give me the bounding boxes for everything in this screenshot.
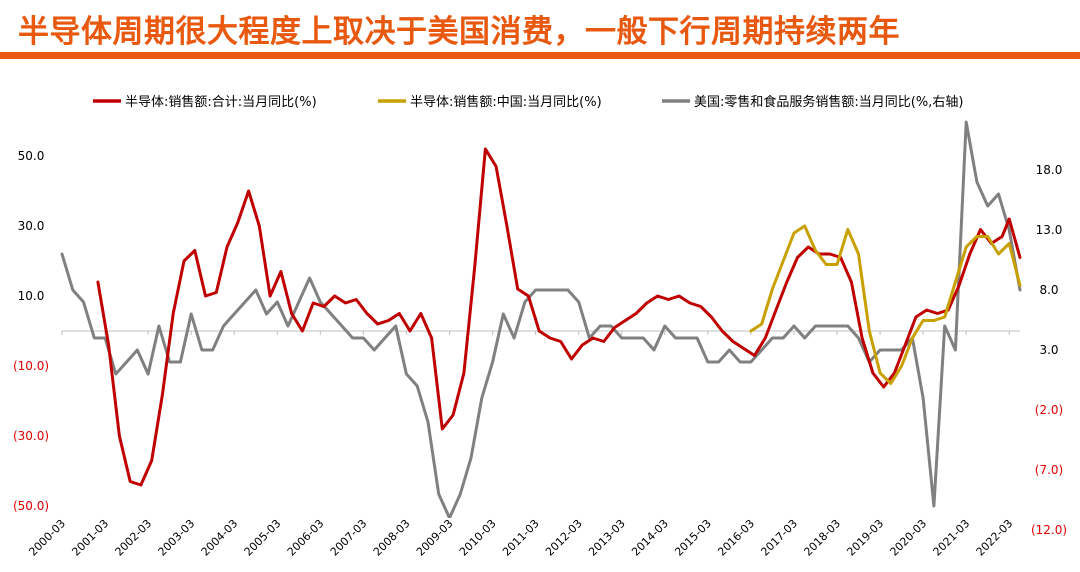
legend-label-1: 半导体:销售额:中国:当月同比(%): [410, 94, 602, 110]
x-tick-label: 2008-03: [371, 517, 413, 559]
y-right-tick-label: (2.0): [1035, 403, 1063, 417]
x-tick-label: 2019-03: [844, 517, 886, 559]
x-tick-label: 2015-03: [672, 517, 714, 559]
x-tick-label: 2007-03: [328, 517, 370, 559]
y-right-tick-label: (7.0): [1035, 463, 1063, 477]
legend: 半导体:销售额:合计:当月同比(%) 半导体:销售额:中国:当月同比(%) 美国:零…: [93, 94, 963, 110]
y-axis-left-labels: 50.0 30.0 10.0 (10.0) (30.0) (50.0): [13, 149, 49, 513]
series-line-0: [96, 147, 1022, 487]
x-tick-label: 2013-03: [586, 517, 628, 559]
x-tick-label: 2005-03: [242, 517, 284, 559]
y-right-tick-label: 3.0: [1039, 343, 1058, 357]
x-tick-label: 2001-03: [69, 517, 111, 559]
y-left-tick-label: (30.0): [13, 429, 49, 443]
x-tick-label: 2003-03: [156, 517, 198, 559]
page-title: 半导体周期很大程度上取决于美国消费，一般下行周期持续两年: [18, 14, 900, 50]
x-tick-label: 2020-03: [888, 517, 930, 559]
y-right-tick-label: 18.0: [1036, 163, 1063, 177]
y-left-tick-label: 10.0: [18, 289, 45, 303]
y-right-tick-label: 8.0: [1039, 283, 1058, 297]
series-line-2: [60, 120, 1022, 518]
x-tick-label: 2010-03: [457, 517, 499, 559]
x-tick-label: 2002-03: [113, 517, 155, 559]
title-underline: [0, 52, 1080, 59]
y-left-tick-label: (10.0): [13, 359, 49, 373]
y-left-tick-label: 30.0: [18, 219, 45, 233]
x-tick-label: 2022-03: [974, 517, 1016, 559]
legend-label-2: 美国:零售和食品服务销售额:当月同比(%,右轴): [694, 94, 963, 110]
y-right-tick-label: 13.0: [1036, 223, 1063, 237]
x-tick-label: 2014-03: [629, 517, 671, 559]
y-left-tick-label: (50.0): [13, 499, 49, 513]
x-tick-label: 2016-03: [715, 517, 757, 559]
x-tick-label: 2011-03: [500, 517, 542, 559]
x-tick-label: 2006-03: [285, 517, 327, 559]
y-axis-right-labels: 18.0 13.0 8.0 3.0 (2.0) (7.0) (12.0): [1031, 163, 1067, 537]
x-tick-label: 2018-03: [801, 517, 843, 559]
x-tick-label: 2012-03: [543, 517, 585, 559]
x-tick-label: 2017-03: [758, 517, 800, 559]
y-left-tick-label: 50.0: [18, 149, 45, 163]
x-tick-label: 2009-03: [414, 517, 456, 559]
x-tick-label: 2000-03: [26, 517, 68, 559]
series-line-1: [749, 224, 1022, 385]
x-tick-label: 2004-03: [199, 517, 241, 559]
y-right-tick-label: (12.0): [1031, 523, 1067, 537]
series-layer: [60, 120, 1022, 518]
x-axis-labels: 2000-03 2001-03 2002-03 2003-03 2004-03 2005-…: [26, 517, 1015, 559]
legend-label-0: 半导体:销售额:合计:当月同比(%): [125, 94, 317, 110]
x-tick-label: 2021-03: [931, 517, 973, 559]
